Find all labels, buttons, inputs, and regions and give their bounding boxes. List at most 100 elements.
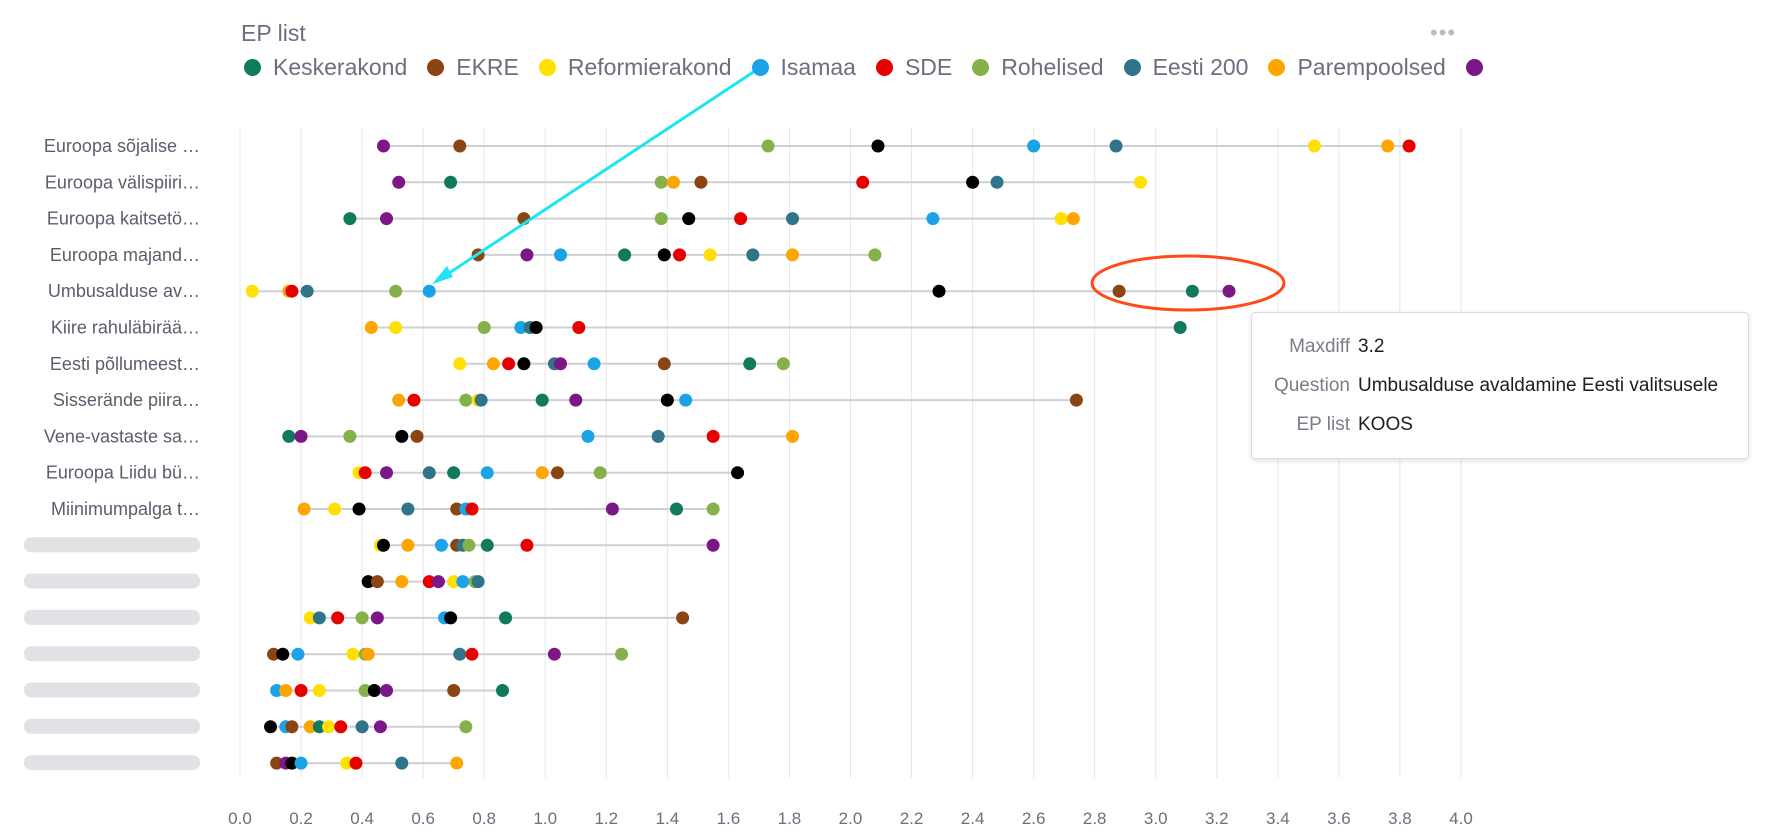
data-point[interactable] (346, 647, 360, 661)
data-point[interactable] (1112, 284, 1126, 298)
data-point[interactable] (471, 575, 485, 589)
data-point[interactable] (679, 393, 693, 407)
data-point[interactable] (373, 720, 387, 734)
data-point[interactable] (776, 357, 790, 371)
data-point[interactable] (447, 684, 461, 697)
data-point[interactable] (389, 284, 403, 298)
data-point[interactable] (450, 502, 464, 516)
data-point[interactable] (682, 212, 696, 226)
data-point[interactable] (422, 284, 436, 298)
data-point[interactable] (535, 393, 549, 407)
data-point[interactable] (550, 466, 564, 480)
data-point[interactable] (654, 175, 668, 189)
data-point[interactable] (1109, 139, 1123, 153)
more-horizontal-icon[interactable]: ••• (1430, 20, 1457, 45)
data-point[interactable] (1133, 175, 1147, 189)
data-point[interactable] (1307, 139, 1321, 153)
data-point[interactable] (380, 212, 394, 226)
data-point[interactable] (694, 175, 708, 189)
data-point[interactable] (431, 575, 445, 589)
data-point[interactable] (746, 248, 760, 262)
legend-item[interactable]: Eesti 200 (1123, 54, 1248, 81)
data-point[interactable] (499, 611, 513, 625)
data-point[interactable] (932, 284, 946, 298)
data-point[interactable] (422, 575, 436, 589)
data-point[interactable] (547, 647, 561, 661)
data-point[interactable] (291, 647, 305, 661)
legend-item[interactable]: EKRE (427, 54, 519, 81)
data-point[interactable] (734, 212, 748, 226)
data-point[interactable] (285, 720, 299, 734)
data-point[interactable] (340, 756, 354, 770)
data-point[interactable] (294, 429, 308, 443)
legend-item[interactable]: Parempoolsed (1268, 54, 1446, 81)
data-point[interactable] (706, 502, 720, 516)
data-point[interactable] (285, 284, 299, 298)
data-point[interactable] (1027, 139, 1041, 153)
data-point[interactable] (279, 684, 293, 697)
data-point[interactable] (245, 284, 259, 298)
data-point[interactable] (615, 647, 629, 661)
data-point[interactable] (401, 538, 415, 552)
data-point[interactable] (297, 502, 311, 516)
data-point[interactable] (535, 466, 549, 480)
data-point[interactable] (361, 575, 375, 589)
data-point[interactable] (395, 429, 409, 443)
data-point[interactable] (660, 393, 674, 407)
data-point[interactable] (605, 502, 619, 516)
data-point[interactable] (1066, 212, 1080, 226)
data-point[interactable] (1402, 139, 1416, 153)
data-point[interactable] (856, 175, 870, 189)
data-point[interactable] (322, 720, 336, 734)
legend-item[interactable]: Isamaa (751, 54, 856, 81)
data-point[interactable] (370, 611, 384, 625)
data-point[interactable] (459, 393, 473, 407)
data-point[interactable] (496, 684, 510, 697)
data-point[interactable] (444, 175, 458, 189)
data-point[interactable] (871, 139, 885, 153)
data-point[interactable] (343, 429, 357, 443)
data-point[interactable] (434, 538, 448, 552)
data-point[interactable] (569, 393, 583, 407)
data-point[interactable] (1185, 284, 1199, 298)
data-point[interactable] (474, 393, 488, 407)
data-point[interactable] (358, 684, 372, 697)
data-point[interactable] (593, 466, 607, 480)
data-point[interactable] (447, 466, 461, 480)
data-point[interactable] (282, 429, 296, 443)
data-point[interactable] (581, 429, 595, 443)
data-point[interactable] (966, 175, 980, 189)
data-point[interactable] (465, 647, 479, 661)
data-point[interactable] (618, 248, 632, 262)
data-point[interactable] (364, 321, 378, 334)
data-point[interactable] (303, 611, 317, 625)
data-point[interactable] (267, 647, 281, 661)
data-point[interactable] (358, 466, 372, 480)
data-point[interactable] (651, 429, 665, 443)
data-point[interactable] (349, 756, 363, 770)
data-point[interactable] (743, 357, 757, 371)
data-point[interactable] (587, 357, 601, 371)
data-point[interactable] (300, 284, 314, 298)
data-point[interactable] (392, 175, 406, 189)
data-point[interactable] (465, 502, 479, 516)
data-point[interactable] (517, 357, 531, 371)
data-point[interactable] (294, 756, 308, 770)
data-point[interactable] (1173, 321, 1187, 334)
data-point[interactable] (395, 575, 409, 589)
data-point[interactable] (407, 393, 421, 407)
data-point[interactable] (294, 684, 308, 697)
data-point[interactable] (367, 684, 381, 697)
data-point[interactable] (731, 466, 745, 480)
data-point[interactable] (444, 611, 458, 625)
data-point[interactable] (264, 720, 278, 734)
data-point[interactable] (312, 611, 326, 625)
data-point[interactable] (453, 647, 467, 661)
data-point[interactable] (285, 756, 299, 770)
data-point[interactable] (554, 248, 568, 262)
legend-item[interactable]: Reformierakond (538, 54, 732, 81)
data-point[interactable] (328, 502, 342, 516)
data-point[interactable] (456, 575, 470, 589)
data-point[interactable] (926, 212, 940, 226)
data-point[interactable] (480, 466, 494, 480)
